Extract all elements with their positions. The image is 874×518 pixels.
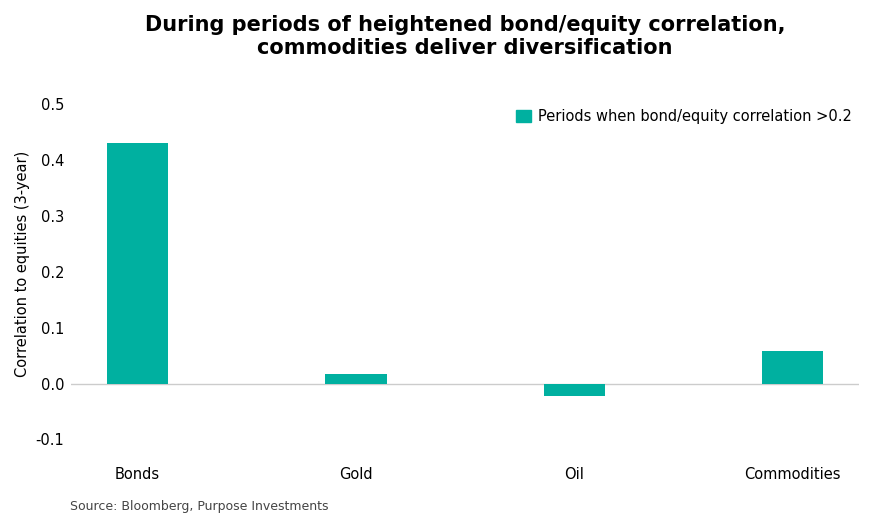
Y-axis label: Correlation to equities (3-year): Correlation to equities (3-year) <box>15 150 30 377</box>
Bar <box>325 373 386 383</box>
Bar <box>762 351 823 383</box>
Text: Source: Bloomberg, Purpose Investments: Source: Bloomberg, Purpose Investments <box>70 500 329 513</box>
Bar <box>107 143 168 383</box>
Bar <box>544 383 605 396</box>
Legend: Periods when bond/equity correlation >0.2: Periods when bond/equity correlation >0.… <box>516 109 851 124</box>
Title: During periods of heightened bond/equity correlation,
commodities deliver divers: During periods of heightened bond/equity… <box>145 15 786 58</box>
